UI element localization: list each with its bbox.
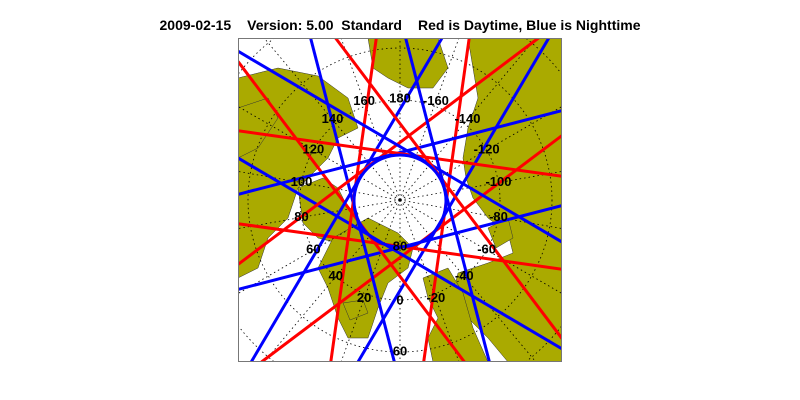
meridian-line <box>399 171 562 201</box>
polar-map: 180 -160 160 -140 140 -120 120 -100 100 -80 80 -60 6… <box>238 38 562 362</box>
meridian-line <box>399 199 537 362</box>
latitude-label: 80 <box>393 238 407 253</box>
meridian-line <box>263 38 401 201</box>
north-pole-marker <box>398 198 402 202</box>
map-frame <box>238 38 562 362</box>
latitude-label: 60 <box>393 343 407 358</box>
date-label: 2009-02-15 <box>159 17 232 33</box>
longitude-label: 40 <box>328 268 342 283</box>
longitude-label: 0 <box>396 292 403 307</box>
day-track <box>334 38 562 340</box>
longitude-label: 60 <box>306 241 320 256</box>
longitude-label: 120 <box>303 141 325 156</box>
longitude-label: 20 <box>357 290 371 305</box>
land-alaska <box>238 97 279 159</box>
longitude-label: -40 <box>455 268 474 283</box>
night-track <box>404 38 491 362</box>
legend-text: Red is Daytime, Blue is Nighttime <box>417 17 641 33</box>
longitude-label: -20 <box>427 290 446 305</box>
land-iceland <box>342 299 369 321</box>
longitude-label: -100 <box>485 174 511 189</box>
night-track <box>356 38 551 362</box>
meridian-line <box>399 199 562 229</box>
longitude-label: 140 <box>322 111 344 126</box>
meridian-line <box>340 38 401 201</box>
longitude-label: 180 <box>389 90 411 105</box>
night-track <box>249 38 444 362</box>
meridian-line <box>238 171 401 201</box>
longitude-label: -80 <box>489 209 508 224</box>
version-label: Version: 5.00 Standard <box>247 17 402 33</box>
latitude-circle <box>247 47 553 353</box>
longitude-label: 100 <box>291 174 313 189</box>
longitude-label: -60 <box>477 241 496 256</box>
longitude-label: -140 <box>454 111 480 126</box>
night-track-envelope <box>352 153 448 249</box>
meridian-line <box>263 199 401 362</box>
satellite-tracks <box>238 38 562 362</box>
land-scandinavia <box>422 267 489 362</box>
graticule-labels: 180 -160 160 -140 140 -120 120 -100 100 -80 80 -60 6… <box>291 90 512 358</box>
latitude-circle <box>299 99 501 301</box>
longitude-label: 160 <box>353 93 375 108</box>
longitude-label: 80 <box>294 209 308 224</box>
meridian-line <box>238 199 401 229</box>
meridian-line <box>399 199 460 362</box>
night-track <box>238 156 562 351</box>
plot-title: 2009-02-15 Version: 5.00 Standard Red is D… <box>0 17 800 33</box>
meridian-line <box>399 38 537 201</box>
longitude-label: -120 <box>474 141 500 156</box>
night-track <box>238 49 562 244</box>
longitude-label: -160 <box>423 93 449 108</box>
